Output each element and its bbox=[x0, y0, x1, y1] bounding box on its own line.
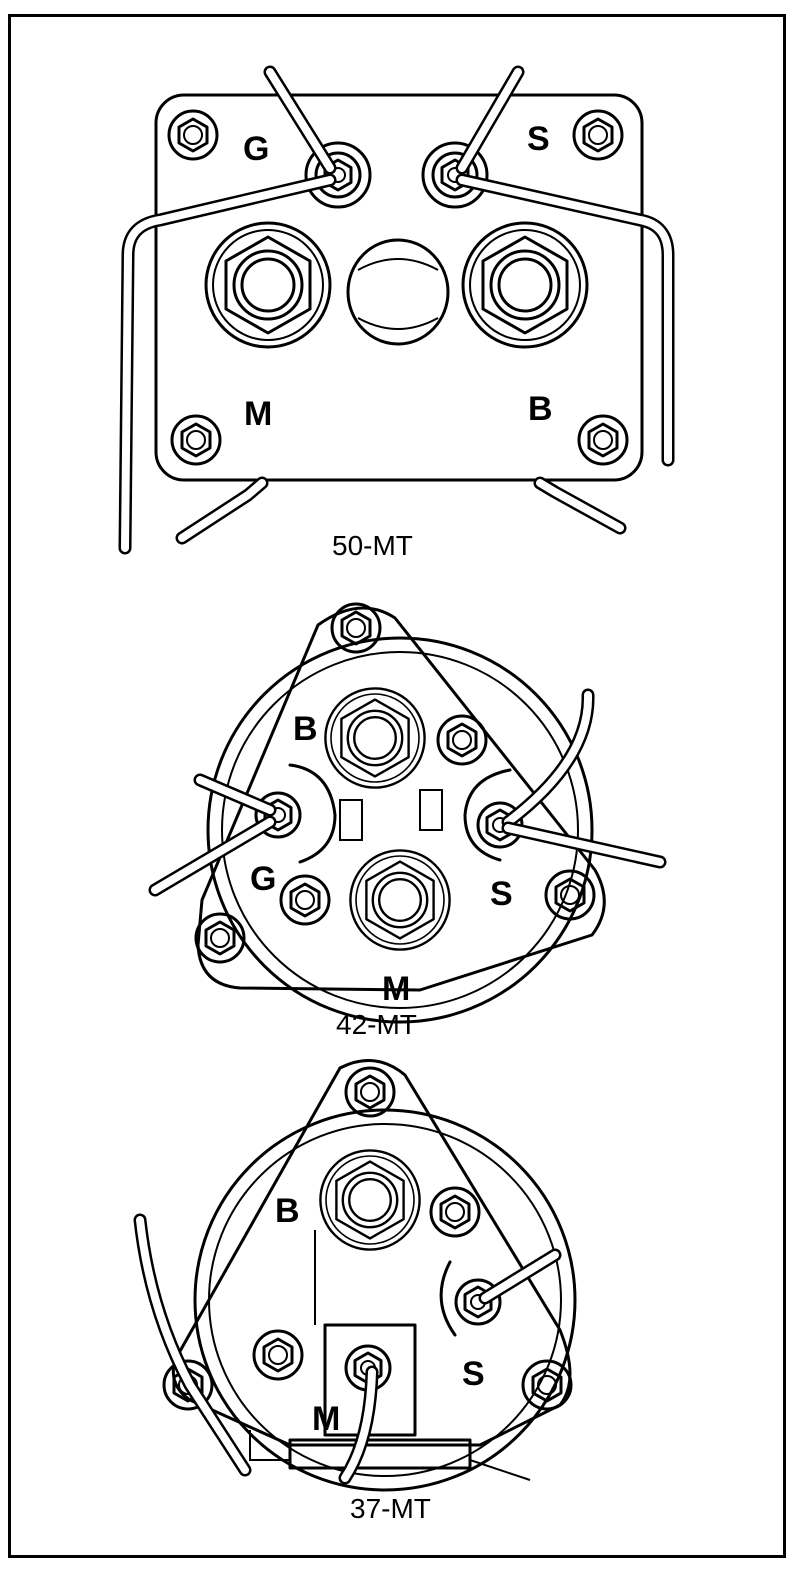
mounting-nut bbox=[544, 869, 596, 921]
label-s: S bbox=[527, 120, 550, 158]
caption-42mt: 42-MT bbox=[336, 1009, 417, 1040]
center-boss bbox=[346, 238, 450, 346]
mounting-nut bbox=[344, 1066, 396, 1118]
b-terminal-stud bbox=[319, 1149, 421, 1251]
mounting-nut bbox=[252, 1329, 304, 1381]
label-b: B bbox=[528, 390, 553, 428]
mounting-nut bbox=[167, 109, 219, 161]
mounting-nut bbox=[279, 874, 331, 926]
label-s: S bbox=[490, 875, 513, 913]
field-wire bbox=[133, 1213, 252, 1477]
mounting-nut bbox=[429, 1186, 481, 1238]
label-g: G bbox=[250, 860, 276, 898]
mounting-nut bbox=[194, 912, 246, 964]
mounting-nut bbox=[577, 414, 629, 466]
b-terminal-stud bbox=[461, 221, 589, 349]
diagram-50mt: G S M B 50-MT bbox=[118, 65, 675, 561]
diagram-42mt: B G S M 42-MT bbox=[148, 602, 667, 1040]
diagram-37mt: B S M 37-MT bbox=[133, 1058, 577, 1524]
label-b: B bbox=[275, 1192, 300, 1230]
end-housing bbox=[196, 606, 606, 992]
label-b: B bbox=[293, 710, 318, 748]
housing-rim bbox=[206, 636, 594, 1024]
caption-50mt: 50-MT bbox=[332, 530, 413, 561]
mounting-nut bbox=[436, 714, 488, 766]
base-bracket bbox=[288, 1438, 472, 1470]
m-terminal-stud bbox=[204, 221, 332, 349]
terminal-plate bbox=[154, 93, 644, 482]
label-g: G bbox=[243, 130, 269, 168]
label-m: M bbox=[244, 395, 272, 433]
caption-37mt: 37-MT bbox=[350, 1493, 431, 1524]
b-terminal-stud bbox=[324, 687, 426, 789]
mounting-nut bbox=[572, 109, 624, 161]
label-m: M bbox=[312, 1400, 340, 1438]
figure-frame bbox=[8, 14, 786, 1558]
label-s: S bbox=[462, 1355, 485, 1393]
label-m: M bbox=[382, 970, 410, 1008]
mounting-nut bbox=[170, 414, 222, 466]
housing-rim bbox=[193, 1108, 577, 1492]
mounting-nut bbox=[330, 602, 382, 654]
m-terminal-stud bbox=[349, 849, 451, 951]
mounting-nut bbox=[521, 1359, 573, 1411]
